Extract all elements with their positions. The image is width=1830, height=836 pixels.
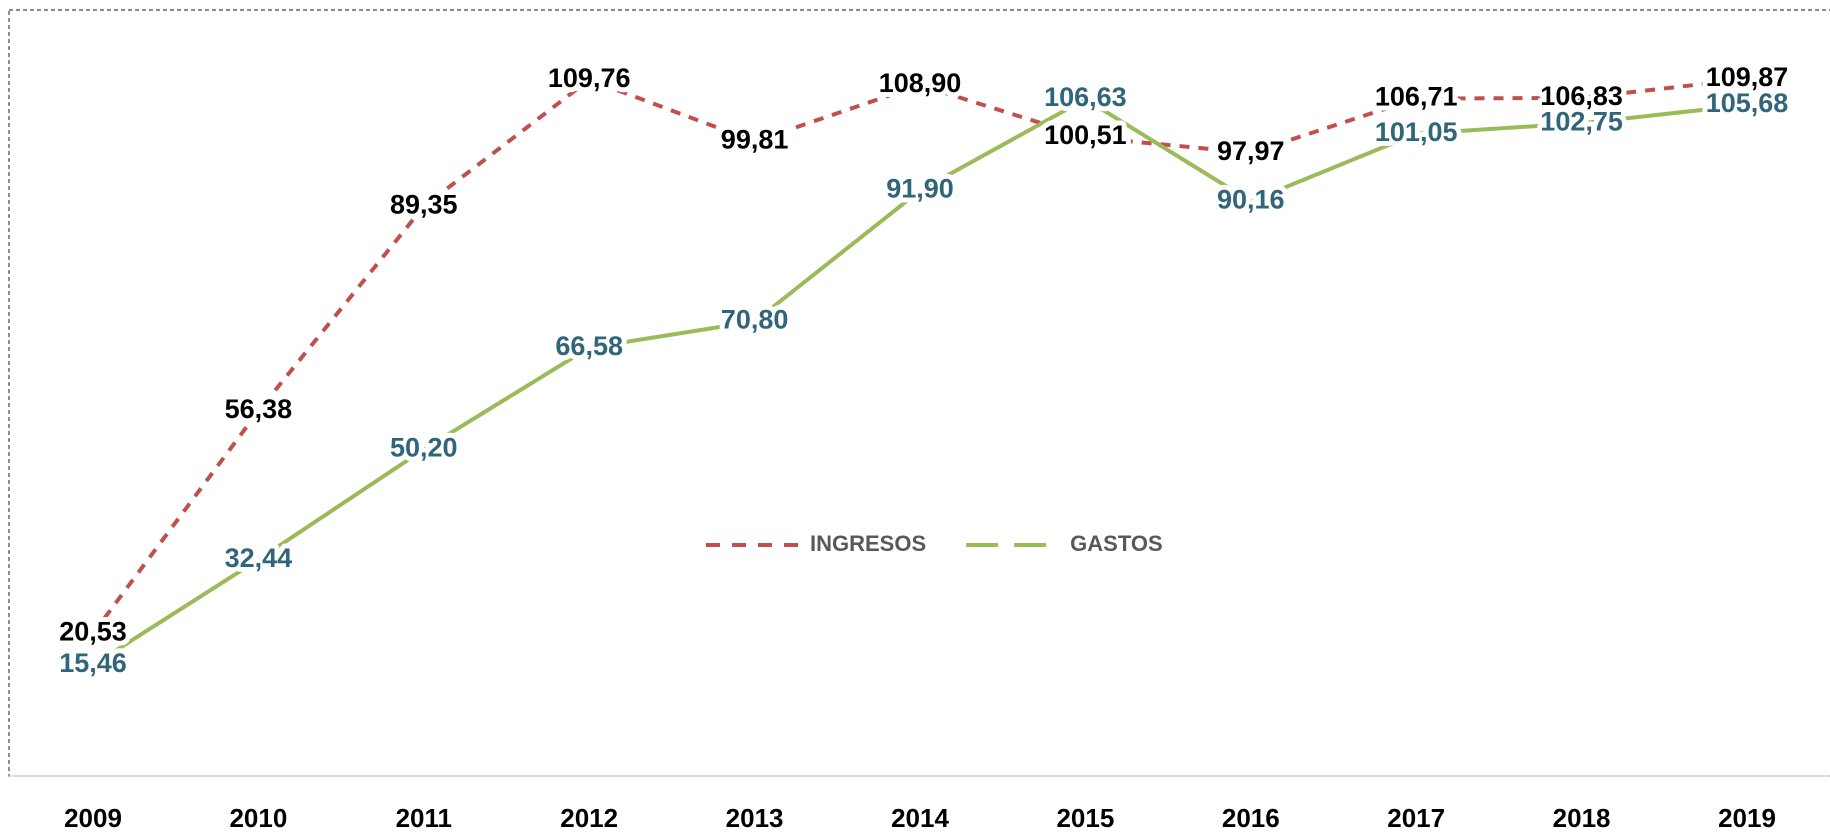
x-tick-label: 2010 (229, 803, 287, 833)
x-tick-label: 2013 (726, 803, 784, 833)
x-tick-label: 2018 (1553, 803, 1611, 833)
data-label: 99,81 (721, 125, 789, 155)
x-tick-label: 2019 (1718, 803, 1776, 833)
x-tick-label: 2014 (891, 803, 949, 833)
data-label: 106,83 (1540, 81, 1623, 111)
x-tick-label: 2016 (1222, 803, 1280, 833)
data-label: 97,97 (1217, 136, 1285, 166)
data-label: 109,76 (548, 63, 631, 93)
data-label: 70,80 (721, 305, 789, 335)
data-label: 91,90 (886, 174, 954, 204)
x-tick-label: 2017 (1387, 803, 1445, 833)
data-label: 101,05 (1375, 117, 1458, 147)
data-label: 102,75 (1540, 106, 1623, 136)
x-tick-label: 2015 (1056, 803, 1114, 833)
data-label: 100,51 (1044, 120, 1127, 150)
data-label: 109,87 (1706, 62, 1789, 92)
legend-label: INGRESOS (810, 531, 926, 556)
data-label: 32,44 (225, 543, 293, 573)
data-label: 20,53 (59, 617, 127, 647)
legend-label: GASTOS (1070, 531, 1163, 556)
data-label: 15,46 (59, 648, 127, 678)
data-label: 108,90 (879, 68, 962, 98)
data-label: 105,68 (1706, 88, 1789, 118)
line-series (91, 96, 1748, 667)
data-label: 50,20 (390, 433, 458, 463)
data-label: 90,16 (1217, 184, 1285, 214)
data-label: 106,63 (1044, 82, 1127, 112)
data-label: 89,35 (390, 189, 458, 219)
x-tick-label: 2009 (64, 803, 122, 833)
data-label: 66,58 (555, 331, 623, 361)
x-tick-label: 2012 (560, 803, 618, 833)
x-tick-label: 2011 (396, 803, 452, 833)
data-label: 106,71 (1375, 82, 1458, 112)
data-label: 56,38 (225, 394, 293, 424)
